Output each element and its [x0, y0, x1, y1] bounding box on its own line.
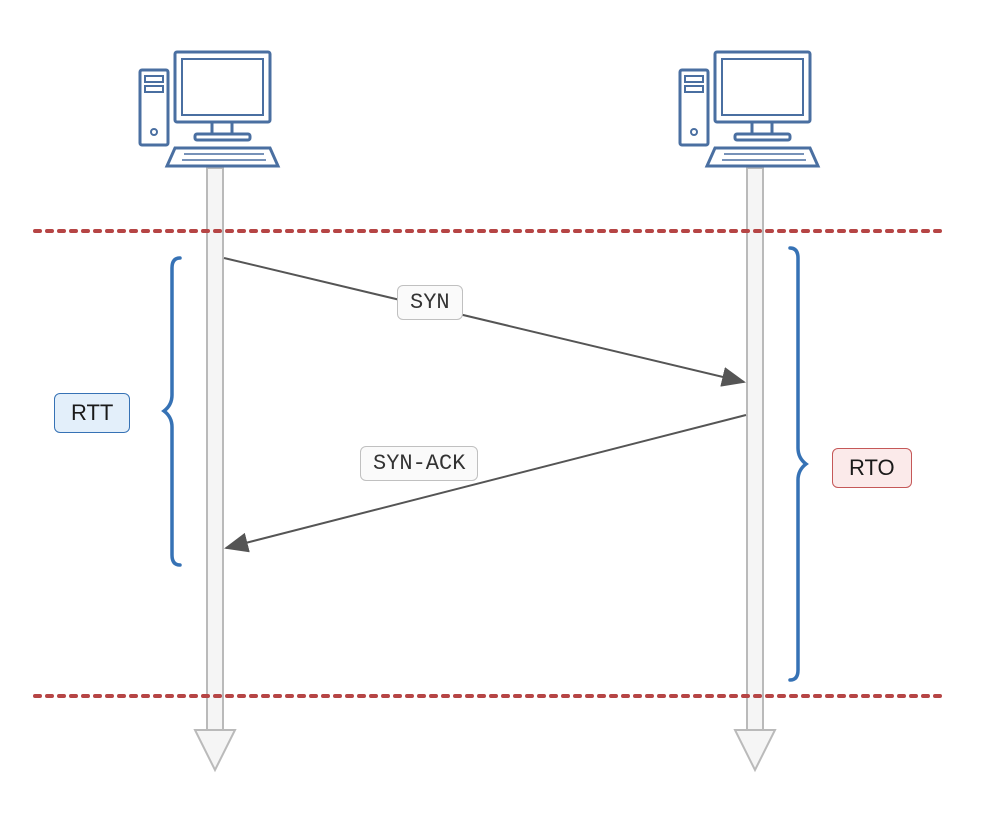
rtt-text: RTT	[71, 400, 113, 426]
diagram-svg	[0, 0, 988, 812]
syn-arrow	[224, 258, 744, 382]
synack-text: SYN-ACK	[373, 451, 465, 476]
syn-text: SYN	[410, 290, 450, 315]
synack-label: SYN-ACK	[360, 446, 478, 481]
client-computer-icon	[140, 52, 278, 166]
rto-text: RTO	[849, 455, 895, 481]
sequence-diagram: RTT RTO SYN SYN-ACK	[0, 0, 988, 812]
rtt-label: RTT	[54, 393, 130, 433]
synack-arrow	[226, 415, 746, 548]
rto-brace	[790, 248, 806, 680]
rtt-brace	[164, 258, 180, 565]
syn-label: SYN	[397, 285, 463, 320]
rto-label: RTO	[832, 448, 912, 488]
server-lifeline	[735, 168, 775, 770]
server-computer-icon	[680, 52, 818, 166]
